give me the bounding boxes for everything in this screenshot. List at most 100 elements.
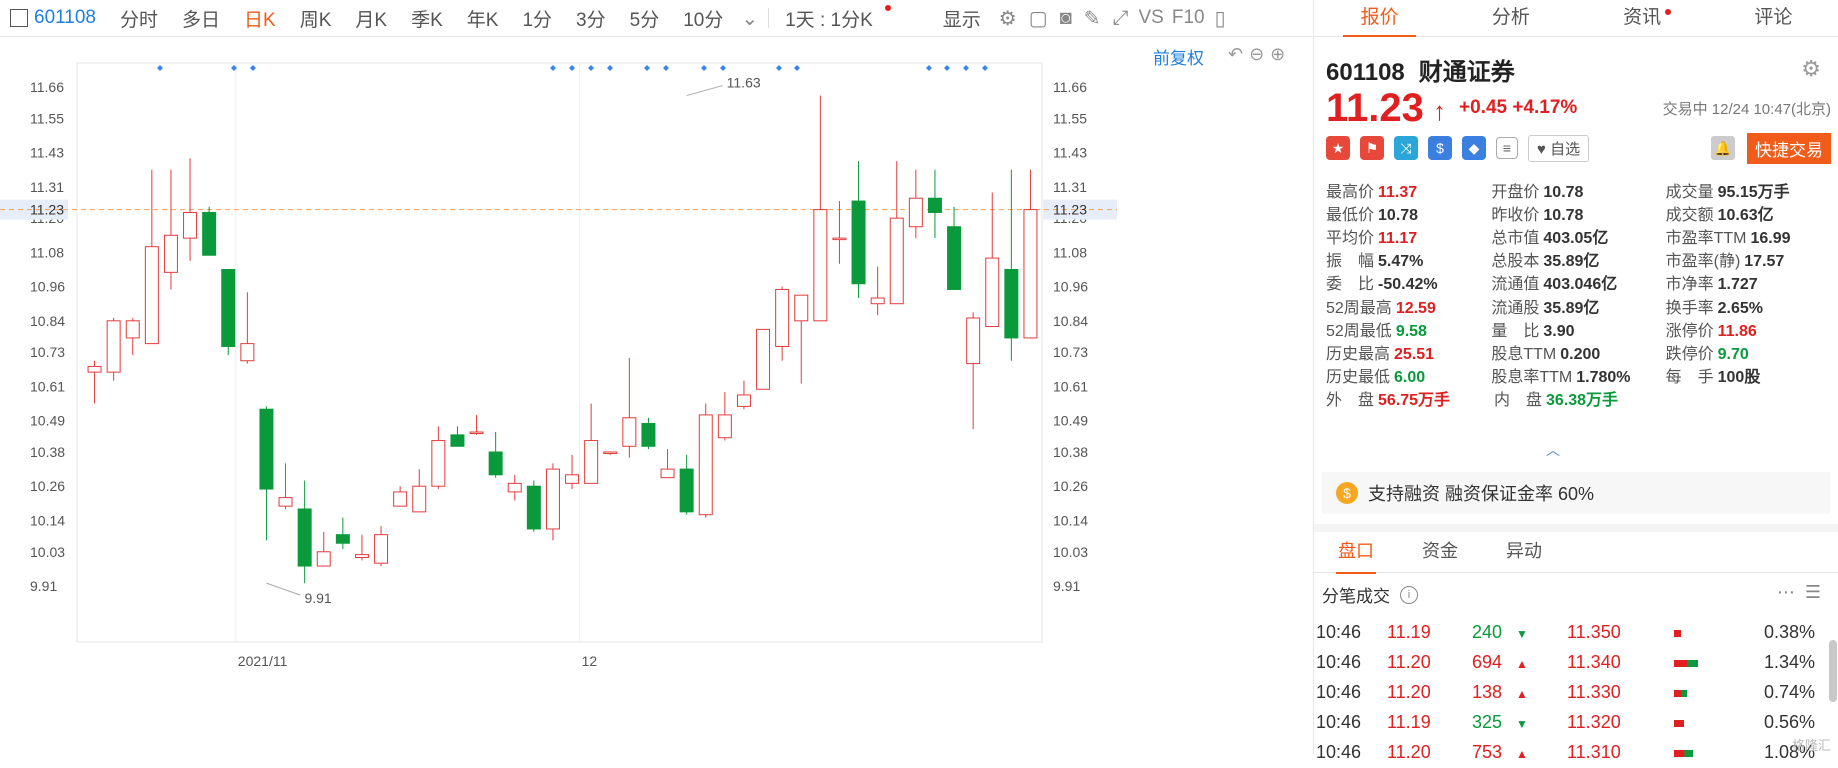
display-menu[interactable]: 显示 [942, 9, 981, 31]
tag-icon[interactable]: ◆ [1462, 136, 1486, 160]
layout-icon[interactable]: ▢ [1028, 7, 1048, 30]
tab-pankou[interactable]: 盘口 [1314, 532, 1398, 574]
y-tick-label-right: 11.31 [1053, 179, 1087, 195]
candle-up [106, 320, 121, 373]
tab-1min[interactable]: 1分 [522, 9, 553, 31]
tab-duori[interactable]: 多日 [182, 9, 221, 31]
stat-value: 100股 [1717, 369, 1761, 387]
tab-monthly-k[interactable]: 月K [355, 9, 388, 31]
tab-daily-k[interactable]: 日K [244, 9, 276, 31]
tick-volume: 138 [1472, 682, 1503, 702]
stat-value: 25.51 [1394, 345, 1435, 363]
tab-analysis[interactable]: 分析 [1491, 7, 1530, 28]
chevron-down-icon[interactable]: ⌄ [741, 7, 759, 30]
tick-title: 分笔成交 i [1322, 582, 1418, 607]
candle-up [966, 317, 981, 365]
fullscreen-icon[interactable]: ⤢ [1112, 6, 1129, 29]
tick-list: 10:46 11.19 240 ▼ 11.350 0.38% 10:46 11.20 694 ▲ 1… [1314, 618, 1838, 768]
stat-value: 17.57 [1744, 253, 1785, 271]
tab-quote[interactable]: 报价 [1314, 0, 1445, 37]
china-flag-icon[interactable]: ★ [1326, 136, 1350, 160]
candle-up [374, 534, 389, 564]
stat-value: 16.99 [1750, 229, 1791, 247]
stat-label: 换手率 [1665, 299, 1714, 317]
signal-diamond [231, 65, 237, 71]
stat-cell: 开盘价 10.78 [1491, 178, 1665, 202]
zoom-controls[interactable]: ↶⊖⊕ [1228, 44, 1292, 64]
tab-news[interactable]: 资讯 [1577, 0, 1708, 36]
stat-label: 股息率TTM [1491, 369, 1573, 387]
pencil-icon[interactable]: ✎ [1083, 7, 1101, 30]
runner-icon[interactable]: ⚑ [1360, 136, 1384, 160]
document-icon[interactable]: ≡ [1496, 137, 1518, 159]
triangle-up-icon: ▲ [1516, 687, 1528, 701]
tab-fenshi[interactable]: 分时 [120, 9, 159, 31]
chevron-up-icon[interactable]: ︿ [1546, 442, 1560, 458]
bell-icon[interactable]: 🔔 [1711, 136, 1735, 160]
y-tick-label-right: 10.96 [1053, 279, 1088, 295]
shuffle-icon[interactable]: ⤨ [1394, 136, 1418, 160]
stat-cell: 最高价 11.37 [1326, 178, 1491, 202]
gear-icon[interactable]: ⚙ [1801, 56, 1821, 81]
level-price: 11.310 [1567, 742, 1621, 762]
f10-button[interactable]: F10 [1171, 7, 1205, 28]
kline-chart[interactable]: 2021/11 12 11.66 11.66 11.55 11.55 11.43 11.43 1… [0, 37, 1312, 754]
max-pointer [686, 85, 723, 97]
signal-diamond [794, 65, 800, 71]
sidebar-icon[interactable]: ▯ [1214, 7, 1226, 30]
tick-tools[interactable]: ⋯☰ [1776, 582, 1831, 602]
candle-up [603, 451, 618, 454]
tab-comments[interactable]: 评论 [1754, 7, 1793, 28]
candle-up [507, 482, 522, 493]
stat-label: 市盈率(静) [1665, 253, 1741, 271]
tab-3min[interactable]: 3分 [576, 9, 606, 31]
signal-diamond [944, 65, 950, 71]
max-label: 11.63 [727, 75, 761, 91]
stat-label: 量 比 [1491, 322, 1540, 340]
adjust-mode-button[interactable]: 前复权 [1153, 49, 1204, 68]
y-tick-label: 10.96 [30, 279, 65, 295]
stat-label: 成交量 [1665, 183, 1714, 201]
camera-icon[interactable]: ◙ [1059, 6, 1072, 29]
stat-label: 外 盘 [1326, 392, 1375, 410]
info-icon[interactable]: i [1400, 585, 1418, 604]
tab-funds[interactable]: 资金 [1422, 541, 1458, 561]
stat-cell: 外 盘 56.75万手 [1326, 386, 1494, 410]
stat-cell: 内 盘 36.38万手 [1494, 386, 1671, 410]
period-select[interactable]: 1天 : 1分K [785, 9, 873, 31]
dollar-icon[interactable]: $ [1428, 136, 1452, 160]
scrollbar[interactable] [1829, 640, 1837, 702]
tab-anomaly[interactable]: 异动 [1506, 541, 1542, 561]
arrow-up-icon: ↑ [1433, 96, 1446, 126]
stat-value: 56.75万手 [1378, 392, 1451, 410]
candle-up [545, 468, 560, 530]
tick-row: 10:46 11.20 138 ▲ 11.330 0.74% [1314, 678, 1838, 708]
signal-diamond [926, 65, 932, 71]
tab-10min[interactable]: 10分 [683, 9, 724, 31]
settings-icon[interactable]: ⚙ [998, 7, 1017, 30]
tab-yearly-k[interactable]: 年K [466, 9, 499, 31]
quote-panel: 报价 分析 资讯 评论 601108 财通证券 ⚙ 11.23 ↑ +0.45 +… [1313, 0, 1838, 762]
stat-cell: 最低价 10.78 [1326, 201, 1491, 225]
candle-up [87, 365, 102, 373]
vs-button[interactable]: VS [1138, 7, 1164, 28]
divider [768, 8, 770, 28]
signal-diamond [157, 65, 163, 71]
candle-down [335, 534, 350, 544]
stat-cell: 市净率 1.727 [1666, 270, 1831, 294]
tick-price: 11.20 [1387, 742, 1431, 762]
tab-weekly-k[interactable]: 周K [299, 9, 332, 31]
signal-diamond [720, 65, 726, 71]
quick-trade-button[interactable]: 快捷交易 [1747, 132, 1831, 164]
stat-cell: 昨收价 10.78 [1491, 201, 1665, 225]
tab-5min[interactable]: 5分 [629, 9, 660, 31]
add-watchlist-button[interactable]: ♥ 自选 [1528, 134, 1590, 162]
stat-value: 12.59 [1395, 299, 1436, 317]
tab-quarterly-k[interactable]: 季K [411, 9, 443, 31]
panel-toggle-icon[interactable] [10, 9, 28, 27]
candle-up [985, 257, 1000, 328]
y-tick-label: 10.26 [30, 478, 65, 494]
stat-value: 0.200 [1560, 345, 1601, 363]
stat-label: 成交额 [1665, 206, 1714, 224]
candle-up [775, 288, 790, 347]
